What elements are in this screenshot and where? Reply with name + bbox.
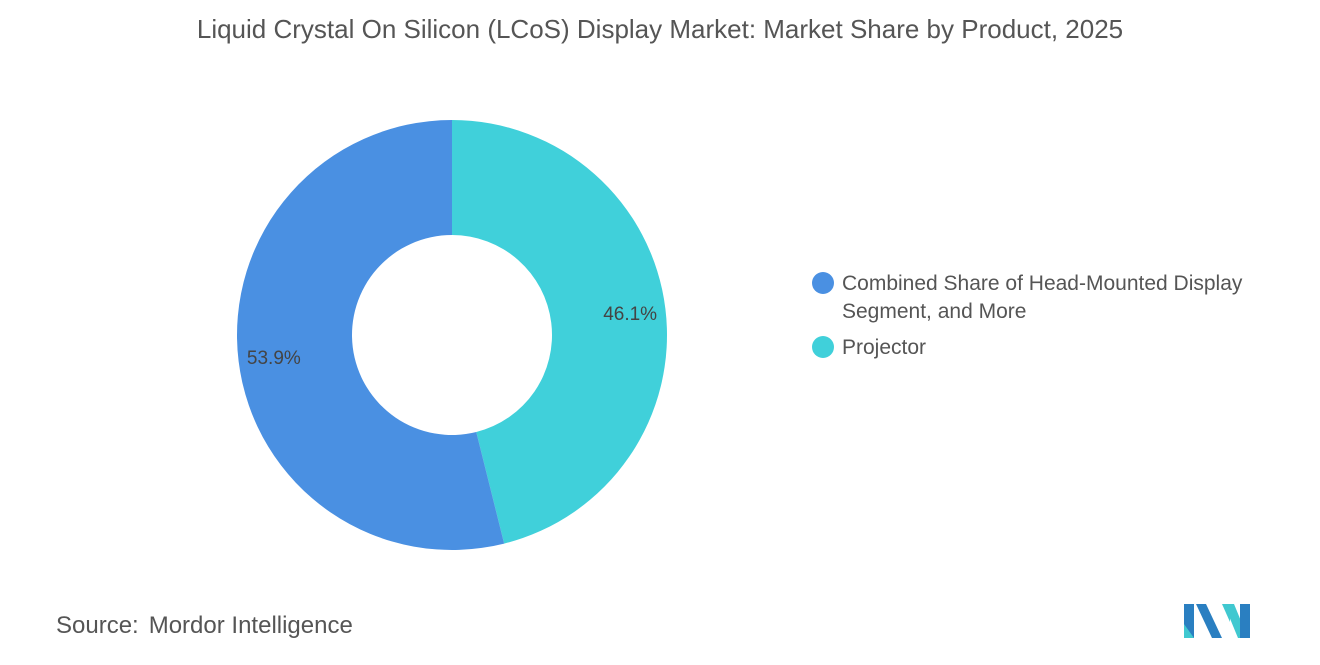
legend-item-combined[interactable]: Combined Share of Head-Mounted Display S… xyxy=(812,270,1292,326)
legend-swatch xyxy=(812,272,834,294)
source-note: Source: Mordor Intelligence xyxy=(56,612,353,640)
slice-1[interactable] xyxy=(237,120,505,550)
source-value: Mordor Intelligence xyxy=(148,612,353,639)
data-label-0: 46.1% xyxy=(603,304,657,325)
source-label: Source: xyxy=(56,612,139,639)
legend-label: Projector xyxy=(842,336,927,359)
mordor-logo xyxy=(1184,604,1250,638)
data-label-1: 53.9% xyxy=(247,348,301,369)
slice-0[interactable] xyxy=(452,120,667,544)
legend-item-projector[interactable]: Projector xyxy=(812,334,1292,362)
chart-title: Liquid Crystal On Silicon (LCoS) Display… xyxy=(196,14,1124,44)
legend: Combined Share of Head-Mounted Display S… xyxy=(812,270,1292,370)
legend-label: Combined Share of Head-Mounted Display S… xyxy=(842,272,1243,323)
donut-chart: 46.1% 53.9% xyxy=(237,120,667,550)
legend-swatch xyxy=(812,336,834,358)
